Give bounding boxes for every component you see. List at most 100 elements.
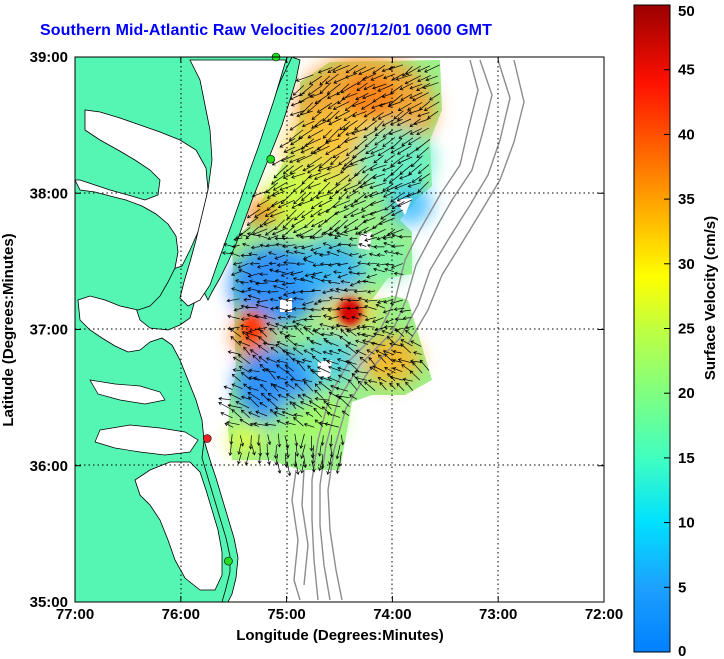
velocity-arrow bbox=[364, 299, 378, 303]
velocity-arrow bbox=[251, 190, 269, 198]
velocity-arrow bbox=[354, 376, 368, 381]
velocity-arrow bbox=[296, 154, 313, 163]
velocity-arrow bbox=[242, 242, 250, 247]
velocity-arrow bbox=[362, 217, 376, 224]
velocity-arrow bbox=[232, 368, 242, 372]
velocity-arrow bbox=[237, 452, 242, 465]
velocity-arrow bbox=[333, 270, 342, 274]
velocity-arrow bbox=[300, 277, 314, 283]
velocity-arrow bbox=[255, 303, 269, 309]
velocity-arrow bbox=[341, 92, 358, 100]
velocity-arrow bbox=[309, 340, 322, 346]
velocity-arrow bbox=[274, 254, 286, 260]
velocity-arrow bbox=[273, 411, 286, 417]
velocity-arrow bbox=[291, 290, 304, 295]
velocity-arrow bbox=[376, 263, 386, 267]
velocity-arrow bbox=[412, 92, 429, 102]
velocity-arrow bbox=[232, 262, 243, 266]
velocity-arrow bbox=[383, 73, 396, 80]
velocity-arrow bbox=[363, 226, 378, 234]
velocity-arrow bbox=[271, 156, 288, 166]
velocity-arrow bbox=[345, 145, 360, 157]
velocity-arrow bbox=[300, 444, 306, 459]
velocity-arrow bbox=[284, 453, 289, 468]
velocity-arrow bbox=[240, 317, 249, 322]
velocity-arrow bbox=[307, 85, 323, 96]
velocity-arrow bbox=[394, 181, 412, 190]
velocity-arrow bbox=[274, 453, 279, 466]
velocity-arrow bbox=[273, 445, 278, 459]
velocity-arrow bbox=[357, 232, 368, 237]
velocity-arrow bbox=[328, 262, 339, 267]
velocity-arrow bbox=[371, 102, 386, 110]
colorbar-tick-label: 30 bbox=[678, 256, 695, 273]
velocity-arrow bbox=[267, 235, 279, 241]
velocity-arrow bbox=[369, 164, 387, 172]
velocity-arrow bbox=[344, 100, 359, 112]
velocity-arrow bbox=[330, 155, 340, 166]
velocity-arrow bbox=[356, 271, 366, 276]
velocity-arrow bbox=[259, 402, 268, 408]
velocity-arrow bbox=[243, 297, 251, 302]
velocity-arrow bbox=[300, 146, 314, 154]
velocity-arrow bbox=[292, 85, 305, 96]
velocity-arrow bbox=[393, 307, 405, 312]
velocity-arrow bbox=[271, 174, 286, 185]
velocity-arrow bbox=[240, 324, 250, 328]
velocity-arrow bbox=[372, 365, 385, 373]
velocity-arrow bbox=[395, 328, 405, 337]
velocity-arrow bbox=[396, 193, 412, 202]
velocity-arrow bbox=[263, 278, 277, 283]
velocity-arrow bbox=[314, 396, 330, 401]
velocity-arrow bbox=[223, 242, 234, 247]
coverage-gap bbox=[318, 360, 332, 378]
velocity-arrow bbox=[352, 111, 367, 118]
velocity-arrow bbox=[269, 268, 278, 273]
velocity-arrow bbox=[303, 422, 315, 428]
velocity-arrow bbox=[354, 119, 368, 131]
velocity-arrow bbox=[362, 92, 377, 100]
velocity-arrow bbox=[263, 219, 276, 226]
velocity-arrow bbox=[385, 262, 395, 267]
velocity-arrow bbox=[249, 349, 259, 356]
velocity-arrow bbox=[338, 157, 350, 166]
velocity-arrow bbox=[354, 305, 366, 310]
velocity-arrow bbox=[374, 127, 386, 137]
velocity-arrow bbox=[405, 65, 421, 75]
velocity-arrow bbox=[262, 341, 276, 346]
velocity-arrow bbox=[341, 315, 350, 320]
velocity-arrow bbox=[336, 249, 349, 255]
velocity-arrow bbox=[243, 346, 251, 356]
velocity-arrow bbox=[337, 374, 350, 382]
velocity-arrow bbox=[296, 262, 305, 266]
velocity-arrow bbox=[254, 209, 267, 218]
velocity-arrow bbox=[417, 164, 430, 174]
velocity-arrow bbox=[277, 461, 282, 474]
velocity-arrow bbox=[269, 408, 278, 417]
velocity-arrow bbox=[312, 145, 330, 155]
velocity-arrow bbox=[248, 435, 253, 450]
velocity-arrow bbox=[284, 308, 295, 313]
velocity-arrow bbox=[357, 312, 368, 318]
velocity-arrow bbox=[375, 303, 386, 309]
velocity-arrow bbox=[305, 412, 314, 417]
velocity-arrow bbox=[302, 164, 315, 172]
velocity-arrow bbox=[392, 358, 403, 363]
velocity-arrow bbox=[427, 110, 439, 119]
velocity-arrow bbox=[327, 376, 341, 383]
velocity-arrow bbox=[382, 183, 394, 192]
velocity-arrow bbox=[297, 394, 305, 401]
velocity-arrow bbox=[356, 82, 368, 92]
velocity-arrow bbox=[318, 156, 333, 169]
velocity-arrow bbox=[286, 461, 292, 477]
velocity-arrow bbox=[240, 280, 249, 285]
velocity-arrow bbox=[382, 308, 394, 314]
velocity-arrow bbox=[227, 403, 243, 409]
velocity-arrow bbox=[413, 351, 422, 355]
velocity-arrow bbox=[389, 375, 403, 381]
velocity-arrow bbox=[302, 378, 313, 383]
velocity-arrow bbox=[233, 307, 243, 312]
velocity-arrow bbox=[310, 247, 321, 252]
velocity-arrow bbox=[351, 100, 366, 108]
velocity-arrow bbox=[422, 82, 439, 89]
